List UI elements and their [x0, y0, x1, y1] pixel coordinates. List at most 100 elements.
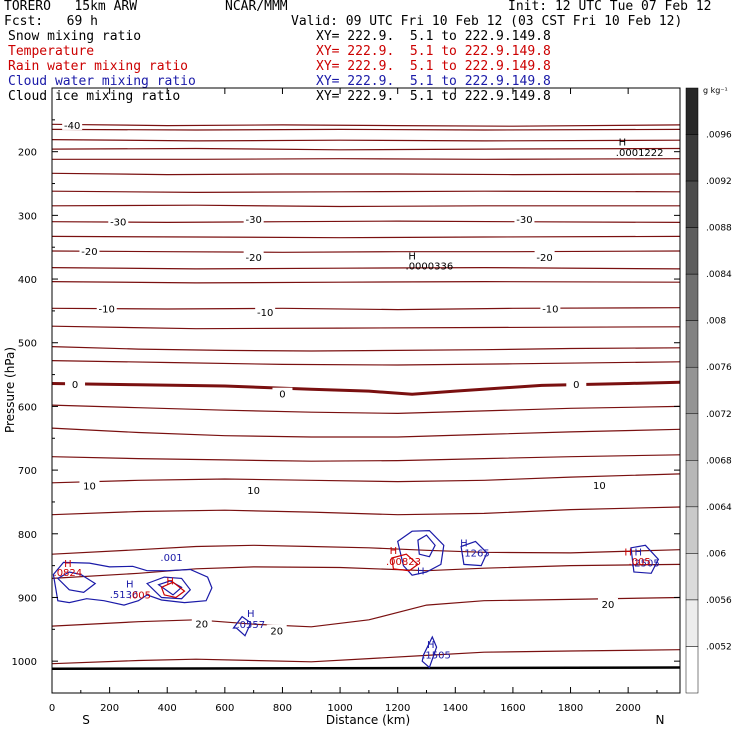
temperature-contour [51, 307, 681, 311]
colorbar-label: .008 [706, 317, 726, 327]
colorbar-swatch [685, 320, 699, 368]
temperature-label: 10 [83, 481, 96, 492]
maximum-label: H [427, 640, 435, 651]
temperature-label-bg [597, 597, 618, 609]
cloud-water-contour [157, 580, 183, 596]
temperature-contour [51, 190, 681, 194]
colorbar-label: .0088 [706, 224, 732, 234]
cloud-water-contour [52, 561, 213, 606]
x-tick-label: 2000 [615, 703, 640, 714]
temperature-label: 0 [72, 380, 78, 391]
colorbar-label: .0068 [706, 456, 732, 466]
temperature-label: -30 [516, 215, 532, 226]
y-tick-label: 600 [18, 402, 37, 413]
colorbar-swatch [685, 460, 699, 508]
temperature-label-bg [243, 250, 264, 262]
maximum-label: H [126, 579, 134, 590]
temperature-contour [51, 123, 681, 127]
colorbar: g kg⁻¹ .0096 .0092 .0088 .0084 .008 .0076 .007… [685, 86, 732, 694]
x-axis-label: Distance (km) [326, 713, 410, 727]
temperature-contour [51, 563, 681, 579]
maximum-label: .1505 [422, 651, 451, 662]
maximum-label: .1265 [461, 549, 490, 560]
temperature-label: 20 [195, 620, 208, 631]
temperature-label: -30 [245, 215, 261, 226]
temperature-label-bg [108, 215, 129, 227]
colorbar-swatch [685, 273, 699, 321]
maximum-label: H [64, 559, 72, 570]
axis-ticks: 0 200 400 600 800 1000 1200 1400 1600 1800 2000200… [12, 88, 680, 714]
colorbar-label: .0084 [706, 270, 732, 280]
maximum-label: .00823 [386, 557, 421, 568]
temperature-contours [51, 123, 681, 671]
field-label-cloud-ice: Cloud ice mixing ratio [8, 89, 181, 104]
y-tick-label: 300 [18, 211, 37, 222]
cloud-water-contour [397, 529, 445, 576]
temperature-contour [51, 280, 681, 284]
axes: Pressure (hPa) Distance (km) S N [3, 87, 681, 727]
temperature-contour [51, 360, 681, 366]
maximum-label: .0557 [236, 620, 265, 631]
cloud-water-contour [146, 576, 192, 600]
x-tick-label: 1800 [558, 703, 583, 714]
temperature-contour [51, 266, 681, 270]
y-tick-label: 400 [18, 275, 37, 286]
temperature-contour [51, 649, 681, 665]
maximum-label: .0000336 [406, 262, 454, 273]
colorbar-swatch [685, 87, 699, 135]
temperature-label-bg [79, 245, 100, 257]
maximum-label: .0001222 [616, 148, 664, 159]
cloud-water-xy: XY= 222.9. 5.1 to 222.9.149.8 [316, 74, 551, 89]
temperature-contour [51, 473, 681, 484]
maximum-label: .005 [629, 557, 651, 568]
colorbar-swatch [685, 134, 699, 182]
temperature-label-bg [272, 387, 293, 399]
y-tick-label: 800 [18, 530, 37, 541]
cloud-ice-xy: XY= 222.9. 5.1 to 222.9.149.8 [316, 89, 551, 104]
snow-xy: XY= 222.9. 5.1 to 222.9.149.8 [316, 29, 551, 44]
temperature-label-bg [566, 378, 587, 390]
temperature-contour [51, 250, 681, 253]
maximum-label: H [390, 546, 398, 557]
cloud-water-contour [630, 544, 660, 574]
temperature-contour [51, 346, 681, 352]
colorbar-label: .006 [706, 549, 726, 559]
init-time: Init: 12 UTC Tue 07 Feb 12 [508, 0, 712, 14]
temperature-contour [51, 506, 681, 516]
colorbar-swatch [685, 599, 699, 647]
south-end-label: S [82, 713, 90, 727]
temperature-label-bg [79, 479, 100, 491]
y-tick-label: 700 [18, 466, 37, 477]
temperature-label-bg [266, 624, 287, 636]
maximum-label: H [634, 547, 642, 558]
temperature-label-bg [243, 213, 264, 225]
temperature-label-bg [191, 617, 212, 629]
temperature-label: 20 [602, 600, 615, 611]
temperature-contour [51, 404, 681, 415]
temperature-contour [52, 158, 681, 160]
field-label-temperature: Temperature [8, 44, 95, 59]
temperature-label-bg [514, 213, 535, 225]
cloud-water-contours [52, 529, 660, 669]
maximum-label: .2505 [631, 558, 660, 569]
colorbar-swatch [685, 413, 699, 461]
temperature-label: 10 [247, 486, 260, 497]
temperature-label: -10 [99, 304, 115, 315]
x-tick-label: 1200 [385, 703, 410, 714]
temperature-contour [51, 172, 681, 176]
maximum-label: .5136 [110, 590, 139, 601]
colorbar-label: .0072 [706, 410, 732, 420]
colorbar-swatch [685, 366, 699, 415]
valid-time: Valid: 09 UTC Fri 10 Feb 12 (03 CST Fri … [291, 14, 683, 29]
temperature-contour [51, 139, 681, 142]
temperature-contour [51, 235, 681, 239]
maximum-label: H [408, 251, 416, 262]
temperature-label: -20 [536, 253, 552, 264]
rain-xy: XY= 222.9. 5.1 to 222.9.149.8 [316, 59, 551, 74]
colorbar-label: .0052 [706, 642, 732, 652]
temperature-label: -40 [64, 121, 80, 132]
colorbar-swatch [685, 227, 699, 275]
maximum-label: H [166, 577, 174, 588]
x-tick-label: 200 [100, 703, 119, 714]
